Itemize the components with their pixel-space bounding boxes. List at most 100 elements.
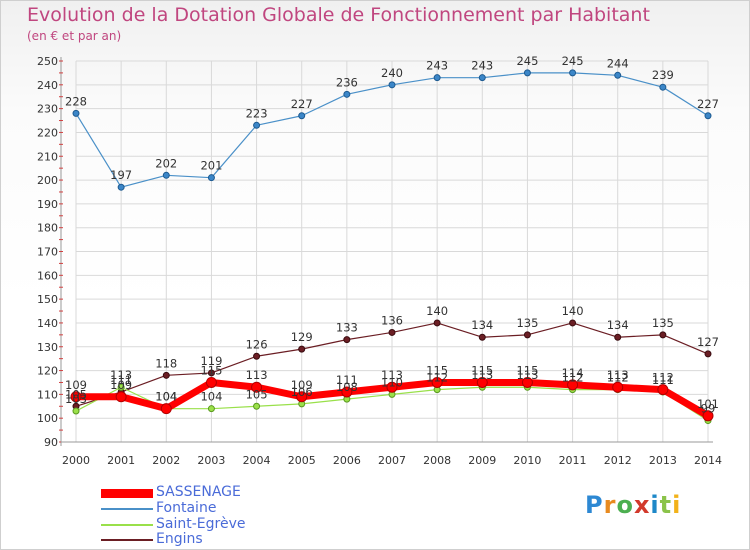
data-point-engins [207,369,215,377]
axes: 90 100 110 120 130 140 150 160 170 180 190 200 210 22… [37,55,722,467]
data-label: 115 [516,363,538,377]
data-labels: 228 197 202 201 223 227 236 240 243 243 245 245 244 2… [65,54,719,416]
data-label: 134 [471,318,493,332]
data-label: 114 [562,366,584,380]
data-point-sassenage [431,376,443,388]
data-label: 140 [562,304,584,318]
data-point-engins [433,319,441,327]
data-point-engins [614,333,622,341]
x-tick-label: 2011 [559,454,587,467]
y-tick-label: 220 [37,126,58,139]
data-label: 197 [110,168,132,182]
data-label: 105 [246,387,268,401]
data-point-sassenage [70,391,82,403]
data-label: 111 [336,373,358,387]
data-label: 223 [246,106,268,120]
legend-swatch [101,539,153,541]
data-label: 109 [65,378,87,392]
legend-label: SASSENAGE [156,484,241,500]
data-point-engins [388,328,396,336]
data-point-fontaine [298,112,306,120]
data-label: 227 [697,97,719,111]
chart-title: Evolution de la Dotation Globale de Fonc… [27,4,650,26]
data-label: 119 [200,354,222,368]
data-point-fontaine [478,74,486,82]
data-label: 140 [426,304,448,318]
data-label: 104 [155,390,177,404]
x-tick-label: 2008 [423,454,451,467]
data-label: 101 [697,397,719,411]
data-label: 104 [155,390,177,404]
data-label: 109 [291,378,313,392]
data-point-sassenage [160,403,172,415]
data-point-fontaine [659,83,667,91]
y-tick-label: 190 [37,198,58,211]
data-point-fontaine [72,109,80,117]
data-label: 133 [336,321,358,335]
data-label: 113 [381,368,403,382]
data-label: 112 [652,371,674,385]
data-point-sassenage [115,391,127,403]
y-tick-label: 90 [44,436,58,449]
data-label: 110 [381,375,403,389]
x-tick-label: 2006 [333,454,361,467]
data-point-engins [162,371,170,379]
y-tick-label: 150 [37,293,58,306]
y-tick-label: 240 [37,79,58,92]
data-point-fontaine [253,121,261,129]
data-label: 243 [426,59,448,73]
data-label: 201 [200,159,222,173]
data-point-fontaine [117,183,125,191]
data-point-engins [569,319,577,327]
proxiti-logo: Proxiti [585,491,682,519]
y-tick-label: 230 [37,103,58,116]
legend-swatch [101,524,153,526]
y-tick-label: 120 [37,365,58,378]
data-label: 112 [562,371,584,385]
data-label: 99 [701,402,716,416]
x-tick-label: 2003 [197,454,225,467]
data-label: 106 [291,385,313,399]
y-tick-label: 180 [37,222,58,235]
data-point-sassenage [386,381,398,393]
x-tick-label: 2005 [288,454,316,467]
data-label: 136 [381,313,403,327]
data-label: 134 [607,318,629,332]
x-tick-label: 2014 [694,454,722,467]
x-tick-label: 2013 [649,454,677,467]
legend-label: Fontaine [156,500,217,516]
x-tick-label: 2000 [62,454,90,467]
data-label: 113 [607,368,629,382]
data-point-sassenage [341,386,353,398]
data-label: 113 [516,368,538,382]
x-tick-label: 2009 [468,454,496,467]
data-label: 104 [200,390,222,404]
y-tick-label: 250 [37,55,58,68]
data-point-fontaine [569,69,577,77]
data-label: 113 [110,368,132,382]
data-label: 228 [65,94,87,108]
data-label: 109 [110,378,132,392]
data-point-fontaine [162,171,170,179]
data-label: 111 [110,373,132,387]
data-label: 118 [155,356,177,370]
data-point-sassenage [521,376,533,388]
data-label: 115 [471,363,493,377]
chart-subtitle: (en € et par an) [27,29,122,43]
data-points [70,69,714,425]
x-tick-label: 2007 [378,454,406,467]
data-point-fontaine [614,71,622,79]
legend-label: Saint-Egrève [156,516,246,532]
y-tick-label: 160 [37,269,58,282]
data-label: 135 [516,316,538,330]
data-label: 108 [336,380,358,394]
y-tick-label: 170 [37,246,58,259]
data-point-saint-egrève [253,402,261,410]
data-label: 245 [562,54,584,68]
data-point-sassenage [612,381,624,393]
data-label: 240 [381,66,403,80]
data-label: 127 [697,335,719,349]
data-point-sassenage [296,391,308,403]
